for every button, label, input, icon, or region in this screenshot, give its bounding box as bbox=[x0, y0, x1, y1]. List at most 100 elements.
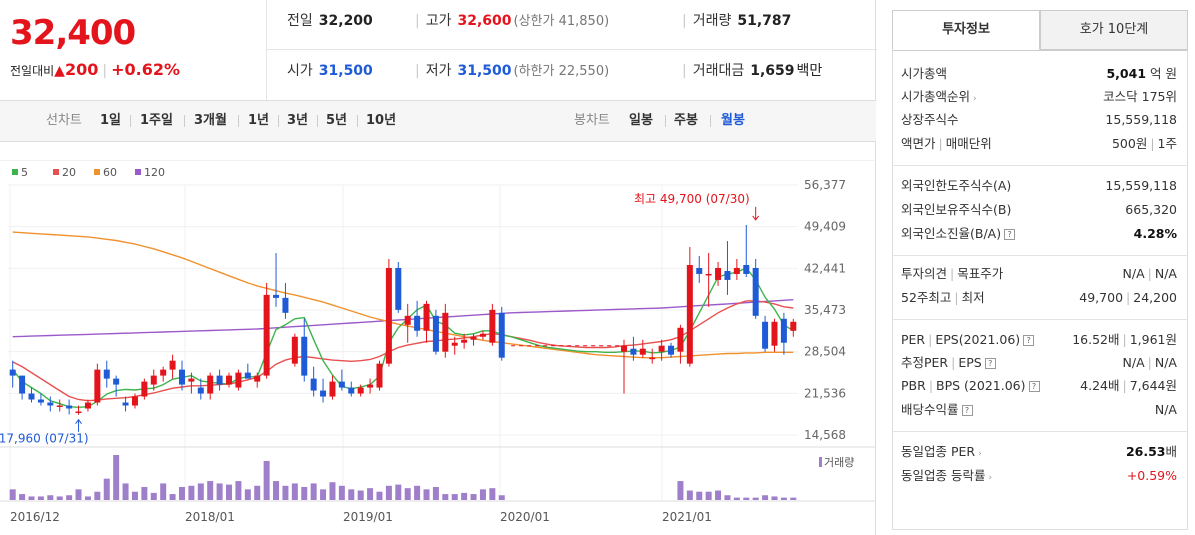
chevron-right-icon: › bbox=[988, 473, 993, 483]
candle-body bbox=[432, 315, 439, 352]
legend-swatch bbox=[53, 169, 59, 175]
period-daily-button[interactable]: 일봉 bbox=[629, 113, 653, 128]
candle-body bbox=[301, 336, 308, 376]
dividend-row: 배당수익률? N/A bbox=[901, 402, 1177, 417]
line-chart-label: 선차트 bbox=[46, 113, 82, 128]
price-chart[interactable]: 5 20 60 120 56,377 49,409 42,441 35,473 28,504 21… bbox=[0, 160, 876, 535]
candle-body bbox=[489, 309, 496, 343]
volume-bar bbox=[367, 488, 374, 500]
y-tick-label: 21,536 bbox=[804, 386, 846, 400]
volume-bar bbox=[28, 496, 35, 500]
y-tick-label: 49,409 bbox=[804, 220, 846, 234]
par-row: 액면가 | 매매단위 500원 | 1주 bbox=[901, 136, 1177, 151]
volume-bar bbox=[37, 496, 44, 500]
candle-body bbox=[621, 345, 628, 352]
change-percent: +0.62% bbox=[111, 60, 180, 79]
candle-body bbox=[103, 369, 110, 379]
volume-bar bbox=[432, 486, 439, 500]
volume-bar bbox=[724, 495, 731, 500]
max-arrow-icon bbox=[752, 206, 760, 221]
legend-swatch bbox=[12, 169, 18, 175]
foreign-hold-row: 외국인보유주식수(B) 665,320 bbox=[901, 202, 1177, 217]
volume-bar bbox=[404, 488, 411, 500]
volume-bar bbox=[357, 490, 364, 500]
market-rank-row[interactable]: 시가총액순위 › 코스닥 175위 bbox=[901, 89, 1177, 104]
candle-body bbox=[470, 336, 477, 340]
candle-body bbox=[348, 387, 355, 394]
volume-bar bbox=[743, 497, 750, 500]
chevron-right-icon: › bbox=[978, 449, 982, 459]
volume-bar bbox=[150, 492, 157, 500]
candle-body bbox=[442, 312, 449, 352]
candle-body bbox=[498, 312, 505, 358]
candle-body bbox=[226, 375, 233, 385]
volume-bar bbox=[122, 483, 129, 500]
tab-order-book[interactable]: 호가 10단계 bbox=[1040, 10, 1188, 50]
legend-swatch bbox=[135, 169, 141, 175]
x-tick-label: 2016/12 bbox=[10, 510, 60, 524]
period-5y-button[interactable]: 5년 bbox=[326, 113, 348, 128]
candle-body bbox=[320, 390, 327, 397]
volume-bar bbox=[207, 481, 214, 500]
volume-bar bbox=[273, 481, 280, 500]
help-icon[interactable]: ? bbox=[961, 405, 973, 416]
amount-cell: | 거래대금 1,659 백만 bbox=[682, 63, 823, 79]
volume-bar bbox=[216, 483, 223, 500]
candle-body bbox=[686, 264, 693, 364]
candle-body bbox=[94, 369, 101, 403]
investment-info-panel: 시가총액 5,041 억 원 시가총액순위 › 코스닥 175위 상장주식수 15… bbox=[892, 50, 1188, 530]
volume-bar bbox=[9, 489, 16, 500]
volume-bar bbox=[282, 485, 289, 500]
period-10y-button[interactable]: 10년 bbox=[366, 113, 397, 128]
volume-bar bbox=[84, 496, 91, 500]
period-monthly-button[interactable]: 월봉 bbox=[721, 113, 745, 128]
ma120-line bbox=[12, 299, 794, 338]
period-1d-button[interactable]: 1일 bbox=[100, 113, 122, 128]
y-tick-label: 35,473 bbox=[804, 303, 846, 317]
period-1w-button[interactable]: 1주일 bbox=[140, 113, 173, 128]
candle-body bbox=[178, 369, 185, 385]
volume-bar bbox=[188, 485, 195, 500]
candle-body bbox=[639, 348, 646, 355]
candle-body bbox=[743, 264, 750, 274]
foreign-limit-row: 외국인한도주식수(A) 15,559,118 bbox=[901, 178, 1177, 193]
tab-investment-info[interactable]: 투자정보 bbox=[892, 10, 1040, 50]
period-1y-button[interactable]: 1년 bbox=[248, 113, 270, 128]
period-3y-button[interactable]: 3년 bbox=[287, 113, 309, 128]
industry-per-row[interactable]: 동일업종 PER › 26.53배 bbox=[901, 444, 1177, 459]
candle-body bbox=[762, 321, 769, 349]
left-panel: 32,400 전일대비▲200 | +0.62% 전일 32,200 | 고가 32,60… bbox=[0, 0, 877, 535]
volume-bar bbox=[235, 481, 242, 500]
help-icon[interactable]: ? bbox=[1004, 229, 1016, 240]
volume-bar bbox=[19, 494, 26, 500]
period-bar: 선차트 1일 1주일 3개월 1년 3년 5년 10년 봉차트 일봉 주봉 월봉 bbox=[0, 100, 876, 142]
period-3m-button[interactable]: 3개월 bbox=[194, 113, 227, 128]
candle-body bbox=[461, 339, 468, 343]
y-tick-label: 14,568 bbox=[804, 428, 846, 442]
x-tick-label: 2020/01 bbox=[500, 510, 550, 524]
candle-body bbox=[479, 333, 486, 337]
price-box: 32,400 전일대비▲200 | +0.62% bbox=[0, 0, 266, 100]
candle-body bbox=[131, 396, 138, 406]
volume-bar bbox=[489, 488, 496, 500]
help-icon[interactable]: ? bbox=[984, 358, 996, 369]
volume-bar bbox=[103, 478, 110, 500]
high-cell: | 고가 32,600 (상한가 41,850) bbox=[415, 13, 610, 29]
volume-bar bbox=[178, 486, 185, 500]
period-weekly-button[interactable]: 주봉 bbox=[674, 113, 698, 128]
help-icon[interactable]: ? bbox=[1028, 381, 1040, 392]
volume-bar bbox=[131, 491, 138, 500]
industry-rate-row[interactable]: 동일업종 등락률 › +0.59% bbox=[901, 468, 1177, 483]
volume-bar bbox=[498, 495, 505, 500]
x-tick-label: 2018/01 bbox=[185, 510, 235, 524]
candle-body bbox=[188, 378, 195, 382]
volume-bar bbox=[94, 491, 101, 500]
candle-body bbox=[395, 267, 402, 310]
y-tick-label: 56,377 bbox=[804, 178, 846, 192]
help-icon[interactable]: ? bbox=[1023, 335, 1035, 346]
volume-bar bbox=[291, 483, 298, 500]
volume-bar bbox=[686, 490, 693, 500]
candle-body bbox=[376, 363, 383, 388]
quote-row: 전일 32,200 | 고가 32,600 (상한가 41,850) | 거래량 51,78… bbox=[267, 0, 877, 50]
